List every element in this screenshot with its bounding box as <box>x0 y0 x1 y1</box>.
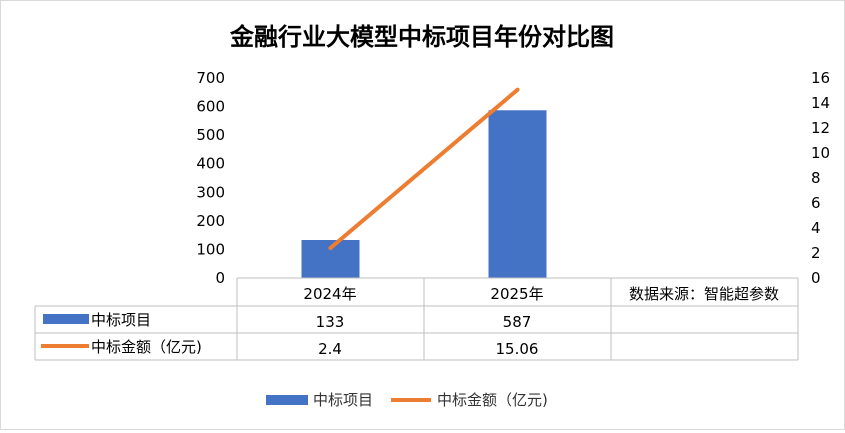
right-tick-label: 4 <box>811 219 821 237</box>
line-series <box>328 87 520 250</box>
right-tick-label: 6 <box>811 194 821 212</box>
table-row-label-line: 中标金额（亿元) <box>91 338 202 356</box>
bar-series <box>301 110 547 279</box>
table-cell-bar-2024: 133 <box>316 313 345 331</box>
right-tick-label: 0 <box>811 269 821 287</box>
table-cell-line-2024: 2.4 <box>318 340 342 358</box>
bar-2025 <box>488 110 547 279</box>
legend-bar-label: 中标项目 <box>313 391 373 409</box>
table-cell-line-2025: 15.06 <box>496 340 539 358</box>
right-tick-label: 8 <box>811 169 821 187</box>
left-tick-label: 500 <box>196 126 225 144</box>
left-axis: 0 100 200 300 400 500 600 700 <box>196 69 225 287</box>
line-point-2024 <box>328 246 333 250</box>
category-label-2024: 2024年 <box>303 285 356 303</box>
chart-title: 金融行业大模型中标项目年份对比图 <box>229 23 614 51</box>
right-tick-label: 12 <box>811 119 830 137</box>
table-cell-bar-2025: 587 <box>503 313 532 331</box>
legend-line-label: 中标金额（亿元) <box>437 391 548 409</box>
left-tick-label: 200 <box>196 212 225 230</box>
category-label-2025: 2025年 <box>490 285 543 303</box>
right-tick-label: 10 <box>811 144 830 162</box>
right-tick-label: 2 <box>811 244 821 262</box>
data-table: 2024年 2025年 数据来源：智能超参数 中标项目 133 587 中标金额… <box>34 277 799 361</box>
table-key-bar-swatch <box>43 314 89 324</box>
legend-bar-swatch <box>266 395 308 405</box>
left-tick-label: 100 <box>196 240 225 258</box>
left-tick-label: 0 <box>215 269 225 287</box>
right-tick-label: 16 <box>811 69 830 87</box>
right-tick-label: 14 <box>811 94 830 112</box>
right-axis: 0 2 4 6 8 10 12 14 16 <box>811 69 830 287</box>
amount-line <box>328 87 520 250</box>
line-point-2025 <box>515 87 520 92</box>
source-note: 数据来源：智能超参数 <box>629 285 779 303</box>
left-tick-label: 600 <box>196 98 225 116</box>
left-tick-label: 300 <box>196 183 225 201</box>
table-row-label-bar: 中标项目 <box>91 311 151 329</box>
left-tick-label: 700 <box>196 69 225 87</box>
table-grid <box>34 277 799 361</box>
legend: 中标项目 中标金额（亿元) <box>266 391 548 409</box>
left-tick-label: 400 <box>196 155 225 173</box>
